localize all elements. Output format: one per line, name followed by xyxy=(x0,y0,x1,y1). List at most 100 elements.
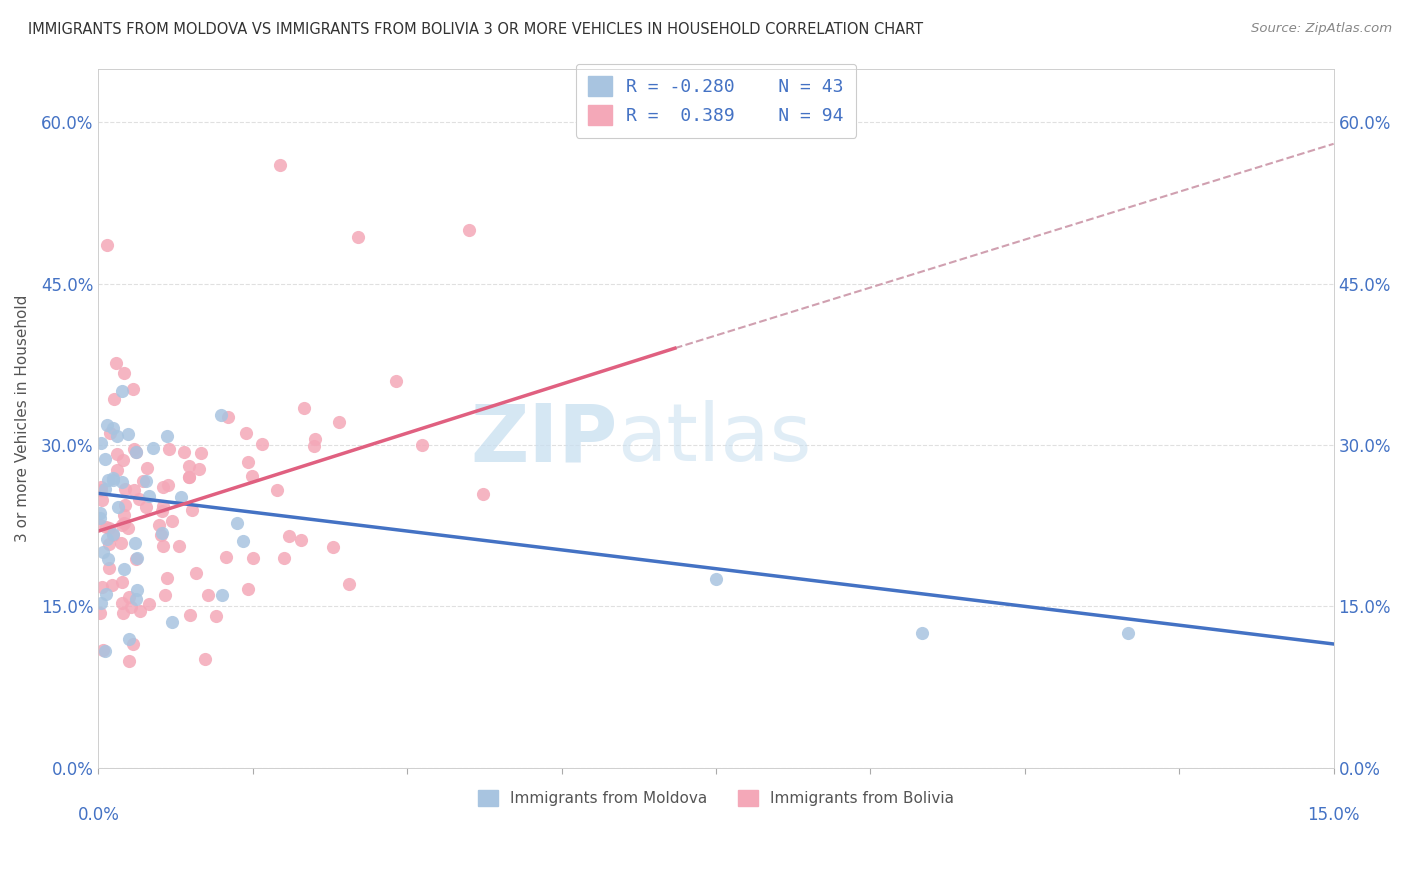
Point xyxy=(160,514,183,528)
Point xyxy=(121,637,143,651)
Point xyxy=(94,482,117,496)
Point xyxy=(337,576,360,591)
Point xyxy=(112,453,135,467)
Point xyxy=(242,469,264,483)
Point xyxy=(179,458,201,473)
Point xyxy=(124,536,146,550)
Point xyxy=(120,600,142,615)
Point xyxy=(152,540,174,554)
Point xyxy=(704,573,727,587)
Point xyxy=(211,588,233,602)
Point xyxy=(89,510,111,524)
Point xyxy=(250,437,273,451)
Point xyxy=(96,532,118,546)
Point xyxy=(117,521,139,535)
Point xyxy=(142,441,165,455)
Point xyxy=(107,500,129,514)
Point xyxy=(152,499,174,513)
Point xyxy=(273,551,295,566)
Point xyxy=(125,552,148,566)
Point xyxy=(269,158,291,172)
Point xyxy=(328,415,350,429)
Point xyxy=(266,483,288,497)
Point xyxy=(911,626,934,640)
Point xyxy=(125,445,148,459)
Text: ZIP: ZIP xyxy=(470,401,617,478)
Point xyxy=(155,428,177,442)
Point xyxy=(89,607,111,621)
Point xyxy=(138,489,160,503)
Point xyxy=(114,482,136,496)
Point xyxy=(157,442,180,457)
Text: 15.0%: 15.0% xyxy=(1308,806,1360,824)
Point xyxy=(98,426,121,441)
Point xyxy=(97,473,120,487)
Point xyxy=(411,438,433,452)
Point xyxy=(149,527,172,541)
Point xyxy=(104,356,127,370)
Point xyxy=(129,604,152,618)
Text: Source: ZipAtlas.com: Source: ZipAtlas.com xyxy=(1251,22,1392,36)
Point xyxy=(96,587,118,601)
Point xyxy=(179,470,201,484)
Point xyxy=(112,606,135,620)
Point xyxy=(122,483,145,497)
Point xyxy=(302,439,325,453)
Point xyxy=(110,536,132,550)
Point xyxy=(94,520,117,534)
Point xyxy=(90,480,112,494)
Point xyxy=(135,500,157,514)
Point xyxy=(384,374,406,388)
Point xyxy=(197,588,219,602)
Point xyxy=(103,471,125,485)
Point xyxy=(173,445,195,459)
Point xyxy=(156,571,179,585)
Point xyxy=(304,432,326,446)
Text: atlas: atlas xyxy=(617,401,811,478)
Point xyxy=(236,455,259,469)
Point xyxy=(209,408,232,422)
Point xyxy=(105,429,128,443)
Point xyxy=(277,529,299,543)
Point xyxy=(132,475,155,489)
Point xyxy=(127,551,149,566)
Point xyxy=(112,508,135,522)
Point xyxy=(125,445,148,459)
Point xyxy=(101,528,124,542)
Point xyxy=(215,550,238,565)
Point xyxy=(226,516,249,530)
Point xyxy=(97,521,120,535)
Point xyxy=(186,566,208,580)
Point xyxy=(101,578,124,592)
Point xyxy=(138,597,160,611)
Point xyxy=(111,475,134,489)
Point xyxy=(150,526,173,541)
Point xyxy=(90,596,112,610)
Point xyxy=(194,652,217,666)
Point xyxy=(156,478,179,492)
Point xyxy=(125,583,148,598)
Point xyxy=(90,580,112,594)
Point xyxy=(346,230,368,244)
Point xyxy=(111,597,134,611)
Point xyxy=(96,418,118,433)
Point xyxy=(91,545,114,559)
Point xyxy=(217,409,239,424)
Point xyxy=(103,392,125,406)
Point xyxy=(152,480,174,494)
Legend: Immigrants from Moldova, Immigrants from Bolivia: Immigrants from Moldova, Immigrants from… xyxy=(472,784,960,813)
Point xyxy=(242,550,264,565)
Point xyxy=(236,582,259,597)
Point xyxy=(205,609,228,624)
Point xyxy=(235,426,257,441)
Point xyxy=(290,533,312,547)
Point xyxy=(170,491,193,505)
Point xyxy=(91,492,114,507)
Point xyxy=(232,533,254,548)
Point xyxy=(128,491,150,506)
Point xyxy=(150,504,173,518)
Point xyxy=(322,541,344,555)
Point xyxy=(125,591,148,606)
Point xyxy=(114,498,136,512)
Point xyxy=(122,382,145,396)
